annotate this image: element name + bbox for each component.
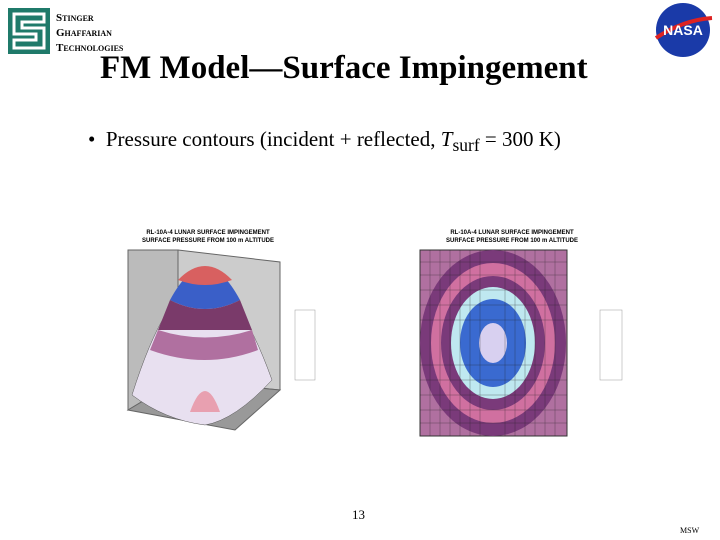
nasa-logo: NASA [654,3,713,57]
sgt-logo-mark [8,8,50,54]
bullet-text: Pressure contours (incident + reflected, [105,127,441,151]
bullet-variable: T [440,127,453,151]
figure-title: RL-10A-4 LUNAR SURFACE IMPINGEMENT [146,230,270,236]
figure-title: SURFACE PRESSURE FROM 100 m ALTITUDE [142,238,274,244]
footer: MSW [680,526,700,535]
sgt-logo-text: Stinger Ghaffarian Technologies [56,11,123,56]
figure-right: RL-10A-4 LUNAR SURFACE IMPINGEMENT SURFA… [419,230,623,437]
figure-left: RL-10A-4 LUNAR SURFACE IMPINGEMENT SURFA… [126,230,316,431]
nasa-text: NASA [663,22,703,38]
page-number: 13 [352,507,365,522]
logo-line: Ghaffarian [56,27,112,39]
logo-line: Technologies [56,42,124,54]
bullet-text: = 300 K) [479,127,561,151]
slide-title: FM Model—Surface Impingement [100,50,588,86]
logo-line: Stinger [56,12,94,24]
bullet-subscript: surf [452,135,480,156]
bullet: • Pressure contours (incident + reflecte… [88,127,561,156]
figure-title: RL-10A-4 LUNAR SURFACE IMPINGEMENT [450,230,574,236]
figure-title: SURFACE PRESSURE FROM 100 m ALTITUDE [446,238,578,244]
